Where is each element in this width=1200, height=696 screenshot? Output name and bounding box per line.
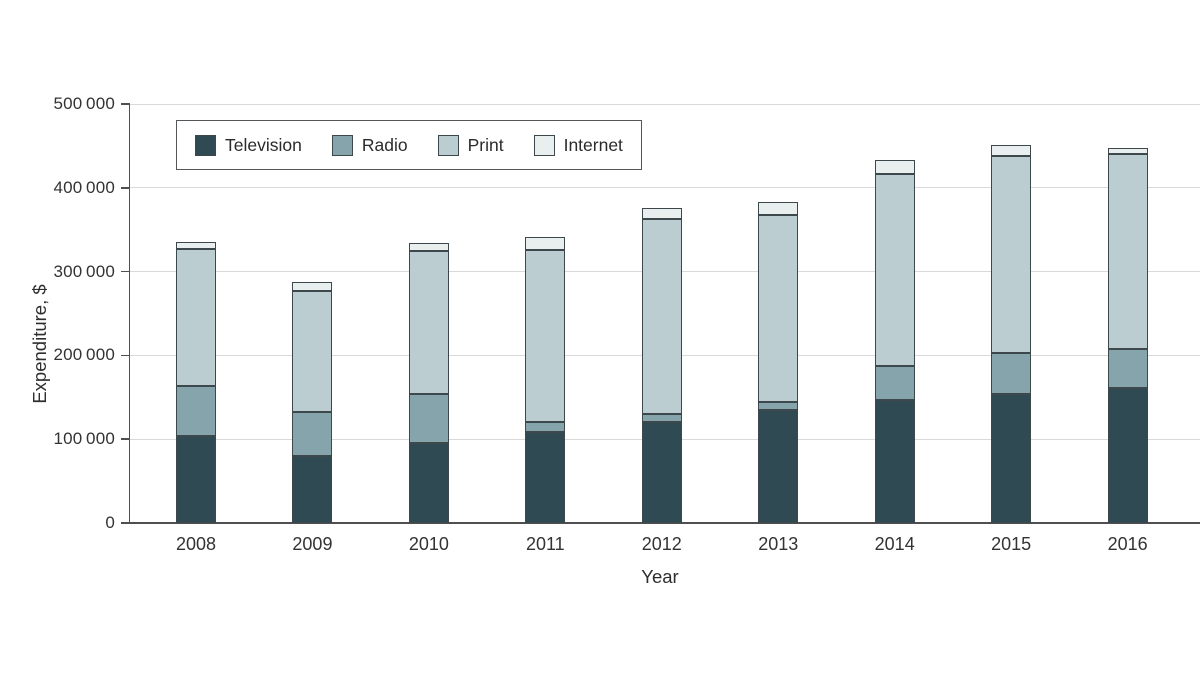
bar-segment-television-2011: [525, 431, 566, 523]
legend-item-print: Print: [437, 134, 504, 156]
x-tick-label: 2014: [874, 534, 915, 554]
bar-segment-television-2012: [641, 421, 682, 523]
bar-segment-radio-2010: [408, 393, 449, 444]
bar-segment-print-2014: [874, 174, 915, 367]
television-swatch-icon: [195, 134, 216, 156]
x-tick-label: 2012: [641, 534, 682, 554]
bar-segment-television-2016: [1107, 388, 1148, 523]
bar-segment-television-2009: [292, 455, 333, 523]
bar-segment-internet-2008: [176, 242, 216, 249]
legend-label: Internet: [563, 134, 623, 155]
x-tick-label: 2010: [408, 534, 449, 554]
x-tick-label: 2013: [758, 534, 799, 554]
bar-segment-print-2013: [758, 214, 799, 403]
bar-segment-internet-2010: [408, 243, 449, 251]
bar-segment-print-2011: [525, 249, 566, 422]
bar-segment-internet-2015: [991, 145, 1032, 156]
bar-segment-internet-2012: [641, 207, 682, 219]
bar-segment-print-2015: [991, 155, 1032, 353]
legend: Television Radio Print Internet: [176, 120, 642, 170]
legend-label: Print: [467, 134, 504, 155]
legend-item-internet: Internet: [533, 134, 623, 156]
x-tick-label: 2011: [525, 534, 565, 554]
gridline: [130, 187, 1200, 189]
y-axis-line: [128, 104, 130, 524]
x-axis-line: [130, 522, 1200, 524]
y-tick-label: 500 000: [53, 94, 115, 113]
bar-segment-television-2008: [176, 435, 216, 523]
bar-segment-internet-2016: [1107, 147, 1148, 155]
y-tick-label: 300 000: [53, 261, 115, 281]
legend-item-television: Television: [195, 134, 302, 156]
bar-segment-radio-2009: [292, 412, 333, 456]
bar-segment-television-2010: [408, 443, 449, 523]
bar-segment-radio-2014: [874, 366, 915, 400]
bar-segment-internet-2009: [292, 282, 333, 291]
x-tick-label: 2015: [991, 534, 1032, 554]
y-tick-label: 0: [105, 513, 115, 532]
y-tick: [121, 522, 130, 524]
y-tick-label: 200 000: [53, 345, 115, 365]
y-tick-label: 400 000: [53, 177, 115, 197]
bar-segment-print-2010: [408, 250, 449, 394]
print-swatch-icon: [437, 134, 459, 156]
bar-segment-television-2015: [991, 393, 1032, 523]
y-tick: [121, 187, 130, 189]
y-tick: [121, 103, 130, 105]
bar-segment-television-2013: [758, 409, 799, 523]
bar-segment-internet-2011: [525, 237, 566, 250]
legend-label: Television: [225, 134, 302, 155]
legend-item-radio: Radio: [331, 134, 408, 156]
y-axis-title: Expenditure, $: [29, 284, 50, 404]
x-tick-label: 2016: [1107, 534, 1148, 554]
bar-segment-print-2012: [641, 218, 682, 415]
bar-segment-radio-2016: [1107, 348, 1148, 389]
internet-swatch-icon: [533, 134, 555, 156]
bar-segment-print-2008: [176, 248, 216, 386]
bar-segment-print-2009: [292, 290, 333, 413]
y-tick: [121, 270, 130, 273]
bar-segment-television-2014: [874, 399, 915, 523]
radio-swatch-icon: [331, 134, 353, 156]
bar-segment-radio-2011: [525, 421, 566, 432]
x-tick-label: 2009: [292, 534, 333, 554]
y-tick-label: 100 000: [53, 429, 115, 449]
gridline: [130, 103, 1200, 105]
y-tick: [121, 438, 130, 440]
bar-segment-radio-2013: [758, 402, 799, 410]
legend-label: Radio: [361, 134, 408, 155]
y-tick: [121, 354, 130, 357]
bar-segment-radio-2012: [641, 414, 682, 422]
bar-segment-internet-2013: [758, 202, 799, 215]
bar-segment-radio-2008: [176, 385, 216, 436]
x-axis-title: Year: [641, 566, 679, 587]
bar-segment-internet-2014: [874, 160, 915, 175]
bar-segment-print-2016: [1107, 154, 1148, 349]
bar-segment-radio-2015: [991, 352, 1032, 394]
x-tick-label: 2008: [175, 534, 217, 554]
